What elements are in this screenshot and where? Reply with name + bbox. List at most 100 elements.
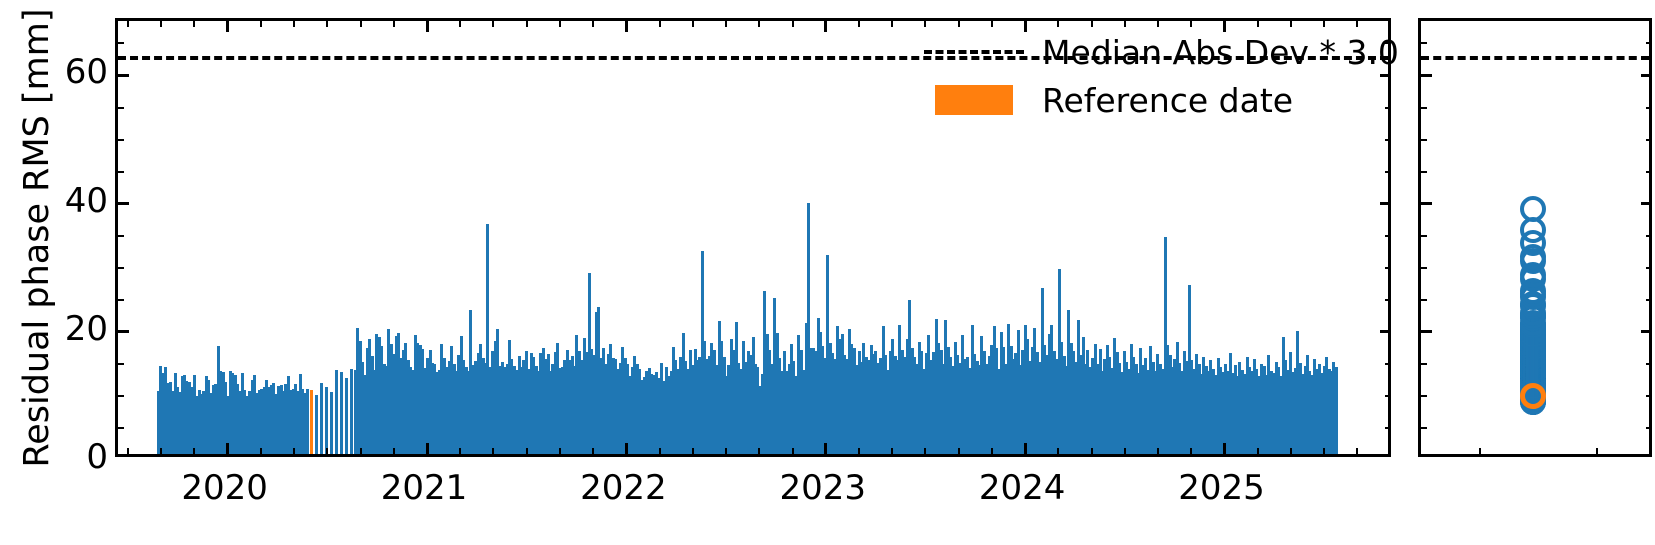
rms-bar [236,383,240,454]
rms-bar [1216,357,1220,454]
rms-bar [739,369,743,454]
rms-bar [722,356,726,454]
rms-bar [459,336,463,454]
x-minor-tick [1390,448,1391,454]
y-minor-tick [1646,266,1649,269]
rms-bar [1238,361,1242,454]
rms-bar [934,318,938,454]
y-minor-tick [1385,426,1388,429]
y-minor-tick [1421,234,1427,237]
y-major-tick [1380,73,1388,77]
rms-bar [693,348,697,454]
rms-bar [1101,370,1104,454]
rms-bar [753,364,757,454]
rms-bar [228,371,232,454]
main-plot-axes[interactable] [115,18,1391,457]
rms-bar [1243,373,1247,454]
y-tick-label: 20 [64,308,108,349]
rms-bar [910,347,914,454]
y-tick-label-group: 0 20 40 60 [42,0,108,545]
x-minor-tick [126,21,129,27]
y-minor-tick [1421,170,1427,173]
rms-bar [871,354,875,454]
x-major-tick [425,443,429,454]
rms-bar [1067,310,1071,454]
rms-bar [168,381,172,454]
rms-bar [195,396,199,454]
reference-date-marker [1520,382,1547,409]
rms-bar [946,346,950,454]
distribution-strip-axes[interactable] [1418,18,1652,457]
x-minor-tick [1190,448,1193,454]
rms-bar [638,368,642,454]
rms-bar [423,368,427,454]
rms-bar [255,393,259,454]
rms-bar [1137,373,1141,454]
rms-bar [187,382,191,454]
rms-bar [175,387,179,454]
rms-bar [804,323,808,454]
rms-bar [1129,344,1133,454]
rms-bar [1038,362,1042,454]
rms-bar [573,365,577,454]
x-minor-tick [525,448,528,454]
legend-label-reference-date: Reference date [1042,80,1294,120]
rms-bar [640,379,644,454]
rms-bar [855,364,859,454]
x-minor-tick [359,448,362,454]
rms-bar [792,361,796,454]
rms-bar [924,352,928,454]
rms-bar [1122,351,1126,454]
rms-bar [794,375,798,454]
x-minor-tick [126,448,129,454]
rms-bar [493,340,497,454]
rms-bar [483,363,487,454]
rms-bar [688,350,692,454]
rms-bar [782,351,786,454]
rms-bar [1286,370,1290,454]
rms-bar [1330,371,1334,454]
rms-bar [908,300,912,454]
rms-bar [724,376,728,454]
rms-bar [491,350,495,454]
rms-bar [1105,345,1109,454]
rms-bar [847,329,851,454]
rms-bar [780,370,784,454]
y-minor-tick [1385,298,1388,301]
x-minor-tick [1323,21,1326,27]
rms-bar [937,342,941,454]
x-major-tick [824,443,828,454]
x-tick-label: 2020 [181,468,268,508]
rms-bar [845,359,849,454]
rms-bar [1074,361,1078,454]
rms-bar [171,390,175,454]
rms-bar [1293,368,1297,454]
x-major-tick [1023,21,1027,32]
rms-bar [438,370,442,454]
rms-bar [1069,342,1073,454]
rms-bar [700,250,704,454]
rms-bar [166,382,170,454]
rms-bar [291,389,295,454]
rms-bar [1019,364,1023,454]
rms-bar [1139,348,1143,454]
x-minor-tick [924,448,927,454]
legend-item-reference-date[interactable]: Reference date [922,76,1392,124]
x-minor-tick [392,21,395,27]
rms-bar [645,371,649,454]
x-minor-tick [691,448,694,454]
rms-bar [913,357,916,454]
rms-bar [1021,350,1025,454]
rms-bar [939,349,943,454]
rms-bar [1089,367,1093,454]
legend-item-median-abs-dev[interactable]: Median Abs Dev * 3.0 [922,28,1399,76]
rms-bar [510,359,514,454]
rms-bar [262,387,266,454]
rms-bar [356,328,360,454]
rms-bar [736,363,740,454]
rms-bar [1059,341,1063,454]
x-minor-tick [725,448,728,454]
rms-bar [652,375,656,454]
median-abs-dev-threshold-line-right [1421,56,1649,61]
rms-bar [404,342,408,454]
